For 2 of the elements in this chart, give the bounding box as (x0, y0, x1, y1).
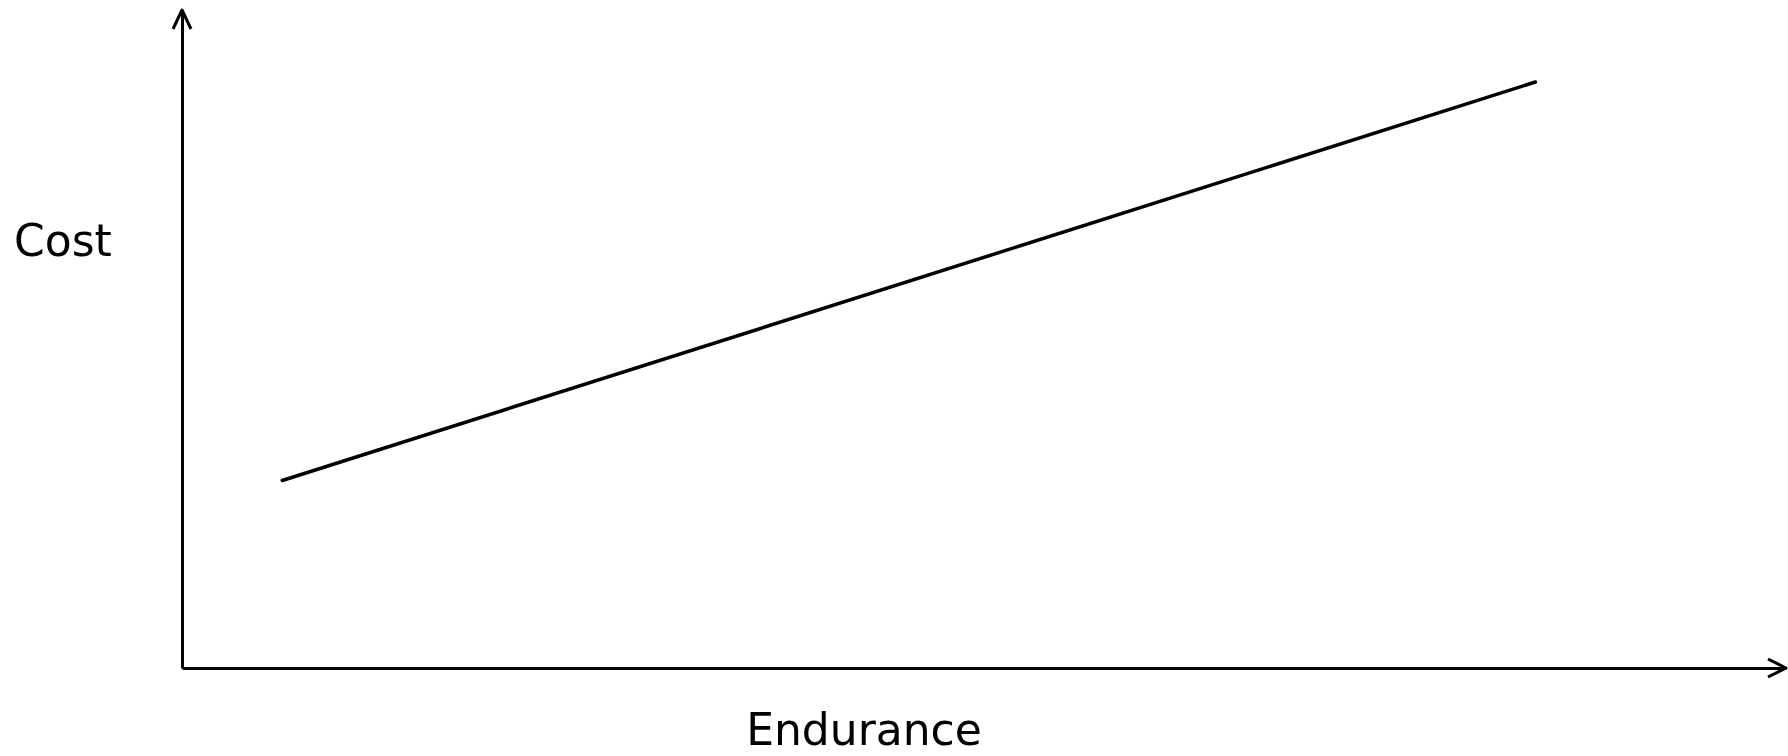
x-axis-title: Endurance (746, 704, 982, 755)
y-axis-title: Cost (14, 215, 112, 266)
